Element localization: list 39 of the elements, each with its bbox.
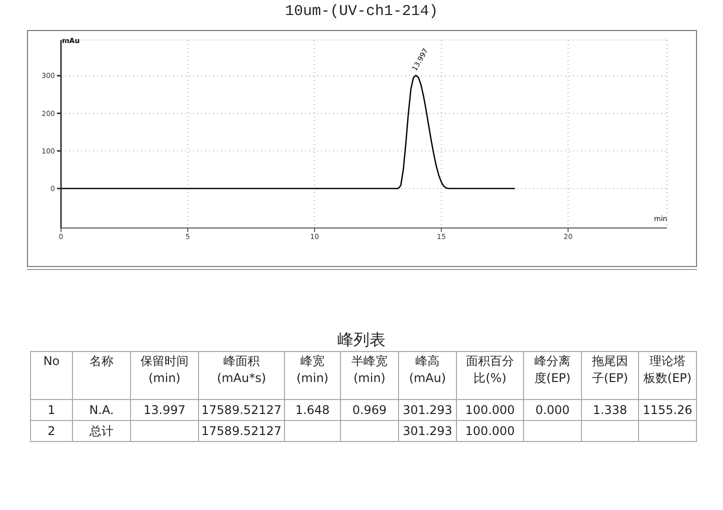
text: (mAu*s) bbox=[216, 370, 268, 387]
text: 度(EP) bbox=[533, 370, 572, 387]
text: 总计 bbox=[72, 420, 130, 442]
chart-title: 10um-(UV-ch1-214) bbox=[284, 3, 440, 20]
text: 峰列表 bbox=[336, 330, 386, 351]
text: 峰面积 bbox=[222, 353, 260, 370]
text: 峰高 bbox=[414, 353, 440, 370]
line-series bbox=[61, 74, 516, 190]
text: 峰分离 bbox=[534, 353, 572, 370]
text: 名称 bbox=[88, 353, 114, 370]
text: 301.293 bbox=[398, 400, 456, 420]
text: (min) bbox=[352, 370, 386, 387]
text: (mAu) bbox=[408, 370, 447, 387]
text: N.A. bbox=[72, 400, 130, 420]
text: 301.293 bbox=[398, 420, 456, 442]
text: 子(EP) bbox=[590, 370, 630, 387]
text: (min) bbox=[296, 370, 330, 387]
text: 100.000 bbox=[456, 420, 524, 442]
text: 0.000 bbox=[524, 400, 582, 420]
text: 1 bbox=[30, 400, 72, 420]
text: 13.997 bbox=[130, 400, 198, 420]
text: 0.969 bbox=[340, 400, 398, 420]
text: 理论塔 bbox=[648, 353, 686, 370]
text: 17589.52127 bbox=[198, 400, 284, 420]
text: 峰宽 bbox=[300, 353, 326, 370]
text: 1.338 bbox=[582, 400, 638, 420]
text: 1155.26 bbox=[638, 400, 696, 420]
text: (min) bbox=[148, 370, 182, 387]
text: 比(%) bbox=[472, 370, 508, 387]
text: 面积百分 bbox=[465, 353, 515, 370]
text: 1.648 bbox=[284, 400, 340, 420]
text: 100.000 bbox=[456, 400, 524, 420]
text: 拖尾因 bbox=[591, 353, 629, 370]
text: 半峰宽 bbox=[350, 353, 388, 370]
text: No bbox=[42, 353, 61, 370]
text: 板数(EP) bbox=[642, 370, 693, 387]
text: 17589.52127 bbox=[198, 420, 284, 442]
text: 保留时间 bbox=[140, 353, 190, 370]
text: 2 bbox=[30, 420, 72, 442]
